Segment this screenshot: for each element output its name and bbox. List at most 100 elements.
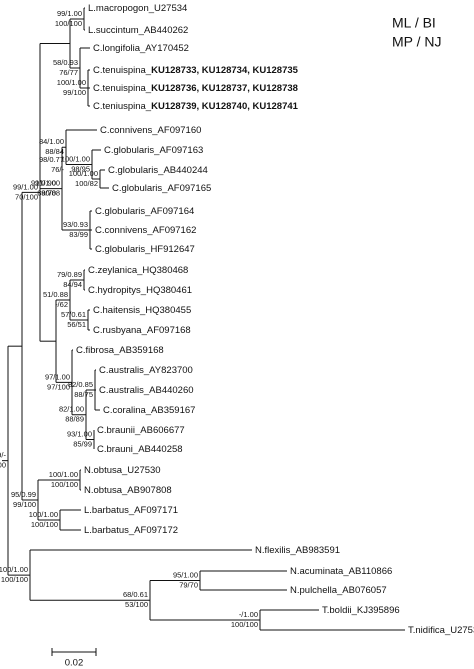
taxon-name: N.pulchella_AB076057 bbox=[290, 585, 387, 596]
taxon-label: C.tenuispina_KU128733, KU128734, KU12873… bbox=[93, 65, 299, 76]
support-upper: 95/1.00 bbox=[173, 570, 198, 579]
support-lower: 88/84 bbox=[45, 147, 64, 156]
taxon-label: C.haitensis_HQ380455 bbox=[93, 305, 191, 316]
taxon-label: C.australis_AY823700 bbox=[99, 365, 193, 376]
support-lower: 70/100 bbox=[15, 192, 38, 201]
taxon-accessions: KU128739, KU128740, KU128741 bbox=[151, 101, 299, 112]
legend-line: MP / NJ bbox=[392, 34, 442, 50]
support-upper: 93/0.93 bbox=[63, 220, 88, 229]
taxon-name: C.connivens_AF097162 bbox=[95, 225, 196, 236]
taxon-name: C.longifolia_AY170452 bbox=[93, 43, 189, 54]
support-lower: 85/99 bbox=[73, 439, 92, 448]
support-lower: 76/- bbox=[51, 165, 64, 174]
taxon-name: C.zeylanica_HQ380468 bbox=[88, 265, 188, 276]
taxon-name: C.hydropitys_HQ380461 bbox=[88, 285, 192, 296]
support-lower: 100/100 bbox=[0, 461, 6, 470]
support-upper: 100/1.00 bbox=[61, 154, 90, 163]
taxon-label: C.brauni_AB440258 bbox=[97, 444, 183, 455]
support-lower: 99/100 bbox=[13, 500, 36, 509]
support-lower: 88/89 bbox=[65, 415, 84, 424]
support-upper: 82/0.85 bbox=[68, 380, 93, 389]
support-lower: 98/95 bbox=[71, 164, 90, 173]
taxon-label: C.globularis_AB440244 bbox=[108, 165, 208, 176]
taxon-accessions: KU128736, KU128737, KU128738 bbox=[151, 83, 298, 94]
support-upper: 99/1.00 bbox=[57, 9, 82, 18]
taxon-name: T.nidifica_U2753* bbox=[408, 625, 474, 636]
taxon-name: C.haitensis_HQ380455 bbox=[93, 305, 191, 316]
taxon-label: C.zeylanica_HQ380468 bbox=[88, 265, 188, 276]
support-upper: 89/- bbox=[0, 451, 6, 460]
support-lower: 88/75 bbox=[74, 390, 93, 399]
taxon-label: C.teniuspina_KU128739, KU128740, KU12874… bbox=[93, 101, 299, 112]
support-lower: 83/99 bbox=[69, 230, 88, 239]
support-lower: 97/100 bbox=[47, 382, 70, 391]
support-lower: 100/100 bbox=[55, 19, 82, 28]
support-upper: 58/0.93 bbox=[53, 58, 78, 67]
taxon-label: C.longifolia_AY170452 bbox=[93, 43, 189, 54]
support-upper: 99/1.00 bbox=[13, 182, 38, 191]
taxon-name: C.globularis_AF097163 bbox=[104, 145, 203, 156]
taxon-name: C.globularis_AB440244 bbox=[108, 165, 208, 176]
taxon-name: C.connivens_AF097160 bbox=[100, 125, 201, 136]
support-upper: 79/0.89 bbox=[57, 270, 82, 279]
support-upper: 100/1.00 bbox=[49, 470, 78, 479]
support-upper: 98/0.77 bbox=[39, 155, 64, 164]
support-lower: 56/51 bbox=[67, 320, 86, 329]
support-upper: 100/1.00 bbox=[29, 510, 58, 519]
taxon-label: C.globularis_HF912647 bbox=[95, 244, 195, 255]
taxon-name: C.tenuispina_ bbox=[93, 65, 152, 76]
taxon-label: L.barbatus_AF097172 bbox=[84, 525, 178, 536]
taxon-name: C.braunii_AB606677 bbox=[97, 425, 185, 436]
taxon-name: C.coralina_AB359167 bbox=[103, 405, 195, 416]
taxon-label: C.rusbyana_AF097168 bbox=[93, 325, 191, 336]
taxon-label: C.australis_AB440260 bbox=[99, 385, 194, 396]
taxon-label: C.globularis_AF097163 bbox=[104, 145, 203, 156]
support-upper: 51/0.88 bbox=[43, 290, 68, 299]
support-lower: -/62 bbox=[55, 300, 68, 309]
support-upper: 91/0.90 bbox=[31, 179, 56, 188]
support-upper: 100/1.00 bbox=[0, 565, 28, 574]
taxon-name: C.brauni_AB440258 bbox=[97, 444, 183, 455]
taxon-label: T.boldii_KJ395896 bbox=[322, 605, 400, 616]
taxon-name: N.obtusa_AB907808 bbox=[84, 485, 172, 496]
taxon-label: C.globularis_AF097165 bbox=[112, 183, 211, 194]
taxon-label: C.tenuispina_KU128736, KU128737, KU12873… bbox=[93, 83, 298, 94]
support-lower: 53/100 bbox=[125, 600, 148, 609]
legend-line: ML / BI bbox=[392, 15, 436, 31]
support-upper: 100/1.00 bbox=[69, 169, 98, 178]
scale-bar-label: 0.02 bbox=[65, 658, 84, 669]
support-lower: 99/100 bbox=[63, 88, 86, 97]
taxon-label: C.braunii_AB606677 bbox=[97, 425, 185, 436]
taxon-name: T.boldii_KJ395896 bbox=[322, 605, 400, 616]
support-lower: 100/82 bbox=[75, 179, 98, 188]
support-lower: 84/94 bbox=[63, 280, 82, 289]
support-upper: 68/0.61 bbox=[123, 590, 148, 599]
taxon-name: C.australis_AY823700 bbox=[99, 365, 193, 376]
support-lower: 90/88 bbox=[41, 189, 60, 198]
taxon-accessions: KU128733, KU128734, KU128735 bbox=[151, 65, 299, 76]
support-upper: 93/1.00 bbox=[67, 429, 92, 438]
support-upper: -/1.00 bbox=[239, 610, 258, 619]
taxon-label: N.acuminata_AB110866 bbox=[290, 566, 392, 577]
support-upper: 91/1.00 bbox=[35, 179, 60, 188]
taxon-label: L.barbatus_AF097171 bbox=[84, 505, 178, 516]
support-upper: 100/1.00 bbox=[57, 78, 86, 87]
support-lower: 76/77 bbox=[59, 68, 78, 77]
support-upper: 84/1.00 bbox=[39, 137, 64, 146]
taxon-label: L.macropogon_U27534 bbox=[88, 3, 187, 14]
taxon-name: L.macropogon_U27534 bbox=[88, 3, 187, 14]
taxon-name: C.rusbyana_AF097168 bbox=[93, 325, 191, 336]
support-lower: 79/70 bbox=[179, 580, 198, 589]
taxon-name: N.acuminata_AB110866 bbox=[290, 566, 392, 577]
taxon-label: C.connivens_AF097162 bbox=[95, 225, 196, 236]
taxon-label: C.connivens_AF097160 bbox=[100, 125, 201, 136]
taxon-label: C.hydropitys_HQ380461 bbox=[88, 285, 192, 296]
support-lower: 88/70 bbox=[37, 189, 56, 198]
taxon-name: L.barbatus_AF097171 bbox=[84, 505, 178, 516]
taxon-name: L.barbatus_AF097172 bbox=[84, 525, 178, 536]
support-upper: 95/0.99 bbox=[11, 490, 36, 499]
taxon-name: C.tenuispina_ bbox=[93, 83, 152, 94]
taxon-name: C.globularis_HF912647 bbox=[95, 244, 195, 255]
